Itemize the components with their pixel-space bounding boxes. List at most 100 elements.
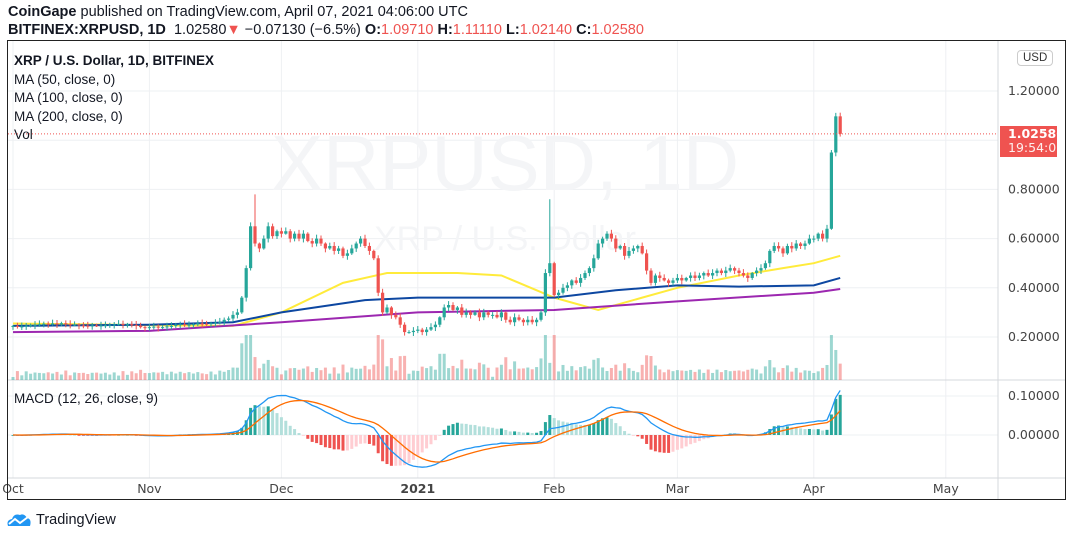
candle-body bbox=[271, 226, 275, 237]
volume-bar bbox=[640, 364, 644, 380]
volume-bar bbox=[345, 372, 349, 380]
volume-bar bbox=[689, 369, 693, 380]
legend-ma200[interactable]: MA (200, close, 0) bbox=[14, 108, 123, 124]
candle-body bbox=[394, 314, 398, 318]
volume-bar bbox=[350, 367, 354, 380]
macd-histogram-bar bbox=[403, 435, 407, 466]
macd-histogram-bar bbox=[574, 424, 578, 435]
macd-histogram-bar bbox=[416, 435, 420, 456]
volume-bar bbox=[218, 370, 222, 380]
candle-body bbox=[508, 319, 512, 323]
macd-histogram-bar bbox=[539, 431, 543, 435]
volume-bar bbox=[425, 368, 429, 380]
macd-histogram-bar bbox=[680, 435, 684, 449]
volume-bar bbox=[328, 373, 332, 380]
macd-histogram-bar bbox=[288, 425, 292, 435]
volume-bar bbox=[169, 371, 173, 380]
volume-bar bbox=[433, 369, 437, 380]
candle-body bbox=[596, 243, 600, 259]
macd-histogram-bar bbox=[398, 435, 402, 466]
candle-body bbox=[486, 312, 490, 315]
volume-bar bbox=[407, 373, 411, 380]
macd-histogram-bar bbox=[636, 435, 640, 437]
candle-body bbox=[618, 245, 622, 249]
candle-body bbox=[205, 323, 209, 325]
volume-bar bbox=[381, 339, 385, 380]
volume-bar bbox=[222, 371, 226, 380]
candle-body bbox=[235, 312, 239, 315]
volume-bar bbox=[33, 372, 37, 380]
candle-body bbox=[103, 325, 107, 327]
macd-histogram-bar bbox=[473, 425, 477, 435]
candle-body bbox=[152, 326, 156, 328]
legend-ma50[interactable]: MA (50, close, 0) bbox=[14, 71, 116, 87]
volume-bar bbox=[363, 365, 367, 380]
macd-histogram-bar bbox=[504, 429, 508, 435]
legend-vol[interactable]: Vol bbox=[14, 127, 33, 142]
candle-body bbox=[73, 324, 77, 326]
volume-bar bbox=[266, 359, 270, 380]
candle-body bbox=[15, 325, 19, 327]
volume-bar bbox=[508, 369, 512, 380]
macd-histogram-bar bbox=[543, 422, 547, 435]
candle-body bbox=[81, 325, 85, 327]
macd-histogram-bar bbox=[605, 417, 609, 435]
macd-histogram-bar bbox=[455, 422, 459, 435]
macd-histogram-bar bbox=[262, 406, 266, 435]
volume-bar bbox=[504, 357, 508, 380]
macd-histogram-bar bbox=[609, 418, 613, 435]
macd-histogram-bar bbox=[306, 435, 310, 439]
macd-histogram-bar bbox=[411, 435, 415, 460]
macd-histogram-bar bbox=[429, 435, 433, 445]
candle-body bbox=[218, 321, 222, 323]
tradingview-logo[interactable]: TradingView bbox=[6, 512, 116, 528]
candle-body bbox=[310, 241, 314, 244]
volume-bar bbox=[526, 367, 530, 380]
legend-ma100[interactable]: MA (100, close, 0) bbox=[14, 90, 123, 105]
volume-bar bbox=[614, 364, 618, 380]
candle-body bbox=[697, 275, 701, 278]
macd-histogram-bar bbox=[618, 426, 622, 435]
macd-tick-label: 0.00000 bbox=[1008, 427, 1060, 442]
low-label: L: bbox=[506, 22, 520, 38]
candle-body bbox=[165, 326, 169, 328]
volume-bar bbox=[570, 366, 574, 380]
currency-button[interactable]: USD bbox=[1017, 50, 1054, 66]
volume-bar bbox=[315, 367, 319, 380]
watermark-description: XRP / U.S. Dollar bbox=[374, 220, 636, 258]
candle-body bbox=[733, 268, 737, 271]
time-tick-label: Dec bbox=[269, 481, 293, 496]
macd-histogram-bar bbox=[552, 418, 556, 435]
macd-histogram-bar bbox=[697, 435, 701, 442]
macd-histogram-bar bbox=[821, 430, 825, 435]
candle-body bbox=[68, 324, 72, 326]
candle-body bbox=[350, 248, 354, 254]
macd-histogram-bar bbox=[77, 435, 81, 436]
candle-body bbox=[719, 270, 723, 274]
last-price-value: 1.02580 bbox=[1008, 126, 1065, 141]
candle-body bbox=[482, 312, 486, 318]
volume-bar bbox=[790, 371, 794, 380]
candle-body bbox=[689, 275, 693, 278]
volume-bar bbox=[834, 349, 838, 380]
macd-histogram-bar bbox=[438, 435, 442, 436]
candle-body bbox=[323, 243, 327, 249]
candle-body bbox=[755, 270, 759, 274]
volume-bar bbox=[794, 367, 798, 380]
macd-histogram-bar bbox=[257, 406, 261, 435]
volume-bar bbox=[636, 372, 640, 380]
volume-bar bbox=[680, 370, 684, 380]
macd-histogram-bar bbox=[785, 426, 789, 435]
legend-macd[interactable]: MACD (12, 26, close, 9) bbox=[14, 391, 159, 406]
candle-body bbox=[275, 231, 279, 237]
volume-bar bbox=[552, 335, 556, 380]
candle-body bbox=[526, 319, 530, 323]
volume-bar bbox=[763, 366, 767, 380]
macd-histogram-bar bbox=[508, 431, 512, 435]
macd-histogram-bar bbox=[433, 435, 437, 441]
candle-body bbox=[658, 275, 662, 278]
macd-histogram-bar bbox=[367, 435, 371, 444]
candle-body bbox=[46, 323, 50, 325]
macd-histogram-bar bbox=[829, 414, 833, 435]
